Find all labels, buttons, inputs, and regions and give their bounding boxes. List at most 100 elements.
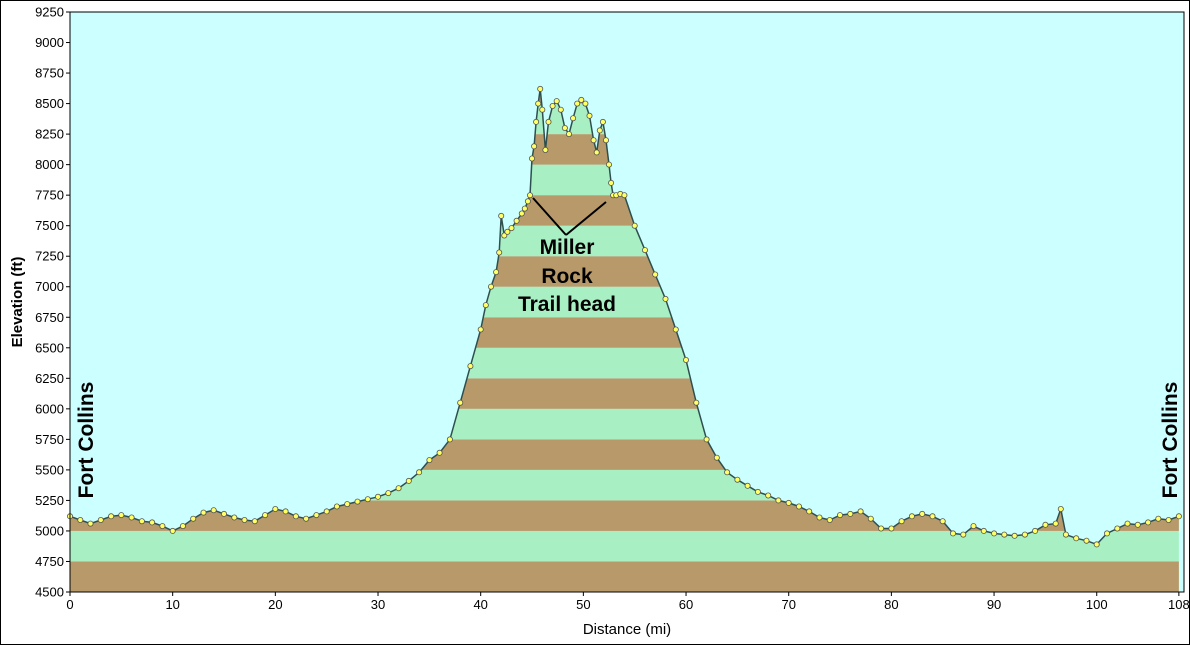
data-point [169, 527, 176, 534]
data-point [570, 115, 577, 122]
data-point [857, 508, 864, 515]
data-point [535, 100, 542, 107]
data-point [582, 100, 589, 107]
fort-collins-right-label: Fort Collins [1159, 382, 1182, 499]
y-tick-label: 4500 [35, 585, 64, 600]
data-point [323, 508, 330, 515]
data-point [220, 510, 227, 517]
data-point [508, 225, 515, 232]
data-point [1052, 520, 1059, 527]
data-point [578, 96, 585, 103]
data-point [292, 513, 299, 520]
x-tick-label: 90 [987, 597, 1001, 612]
data-point [97, 517, 104, 524]
data-point [1114, 525, 1121, 532]
x-tick-label: 60 [679, 597, 693, 612]
data-point [262, 512, 269, 519]
data-point [496, 249, 503, 256]
data-point [1175, 513, 1182, 520]
data-point [561, 125, 568, 132]
y-tick-label: 7750 [35, 188, 64, 203]
data-point [118, 512, 125, 519]
data-point [513, 217, 520, 224]
y-tick-label: 6000 [35, 401, 64, 416]
data-point [179, 523, 186, 530]
x-axis-ticks: 0 10 20 30 40 50 60 70 80 90 100 108 [66, 592, 1190, 612]
data-point [241, 517, 248, 524]
data-point [272, 505, 279, 512]
data-point [1073, 535, 1080, 542]
data-point [1093, 541, 1100, 548]
data-point [785, 499, 792, 506]
y-tick-label: 5000 [35, 523, 64, 538]
data-point [867, 515, 874, 522]
data-point [457, 399, 464, 406]
data-point [574, 100, 581, 107]
fort-collins-left-label: Fort Collins [75, 382, 98, 499]
data-point [596, 127, 603, 134]
data-point [138, 518, 145, 525]
data-point [775, 497, 782, 504]
data-point [1001, 531, 1008, 538]
data-point [545, 118, 552, 125]
y-tick-label: 9000 [35, 35, 64, 50]
data-point [744, 482, 751, 489]
data-point [898, 518, 905, 525]
data-point [796, 503, 803, 510]
data-point [531, 143, 538, 150]
data-point [395, 485, 402, 492]
data-point [1057, 505, 1064, 512]
data-point [354, 498, 361, 505]
data-point [950, 530, 957, 537]
data-point [231, 514, 238, 521]
y-axis-title: Elevation (ft) [9, 257, 26, 348]
y-tick-label: 5750 [35, 432, 64, 447]
data-point [847, 510, 854, 517]
x-tick-label: 50 [576, 597, 590, 612]
data-point [621, 192, 628, 199]
data-point [888, 525, 895, 532]
data-point [385, 490, 392, 497]
data-point [446, 436, 453, 443]
y-tick-label: 9250 [35, 5, 64, 20]
data-point [878, 525, 885, 532]
data-point [566, 131, 573, 138]
data-point [1062, 531, 1069, 538]
data-point [518, 210, 525, 217]
data-point [1124, 520, 1131, 527]
data-point [542, 146, 549, 153]
data-point [149, 519, 156, 526]
data-point [1165, 517, 1172, 524]
data-point [87, 520, 94, 527]
x-tick-label: 40 [473, 597, 487, 612]
y-axis-ticks: 4500 4750 5000 5250 5500 5750 6000 6250 6500 6750… [35, 5, 70, 600]
y-tick-label: 7250 [35, 249, 64, 264]
y-tick-label: 6250 [35, 371, 64, 386]
data-point [364, 496, 371, 503]
data-point [724, 469, 731, 476]
y-tick-label: 8250 [35, 127, 64, 142]
data-point [524, 198, 531, 205]
data-point [608, 179, 615, 186]
trailhead-label-line-2: Rock [541, 265, 593, 288]
data-point [652, 271, 659, 278]
data-point [980, 527, 987, 534]
data-point [734, 476, 741, 483]
data-point [537, 85, 544, 92]
data-point [599, 118, 606, 125]
data-point [631, 222, 638, 229]
data-point [919, 510, 926, 517]
data-point [190, 515, 197, 522]
data-point [282, 508, 289, 515]
data-point [593, 149, 600, 156]
data-point [1145, 519, 1152, 526]
data-point-markers [67, 85, 1182, 548]
y-tick-label: 5250 [35, 493, 64, 508]
data-point [703, 436, 710, 443]
trailhead-label-line-1: Miller [540, 236, 595, 259]
data-point [991, 530, 998, 537]
data-point [1042, 521, 1049, 528]
data-point [549, 103, 556, 110]
data-point [806, 508, 813, 515]
